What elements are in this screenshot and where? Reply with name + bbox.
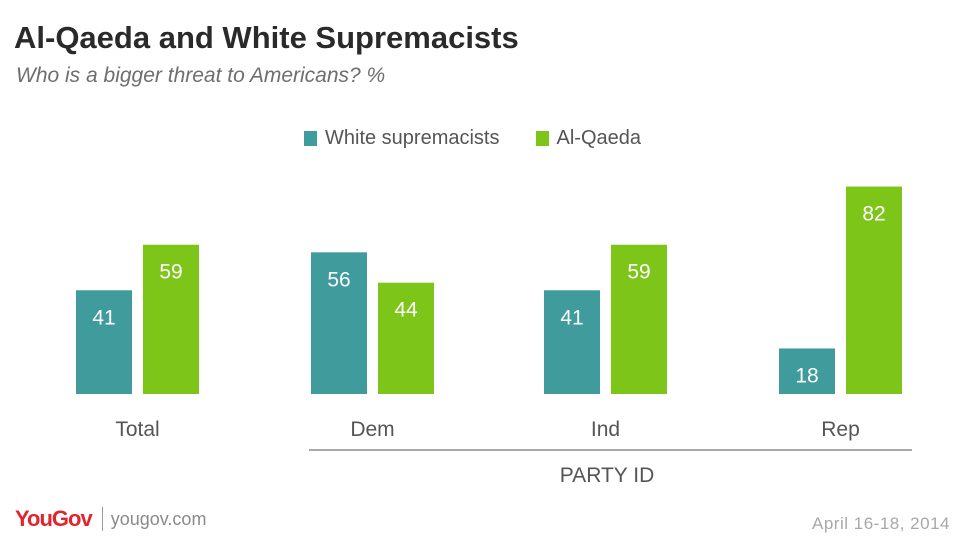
footer-divider: [101, 507, 103, 531]
bars-group: 41 59 Total 56 44 Dem 41 59 Ind 18 82 Rep: [76, 186, 902, 441]
legend-label-white-supremacists: White supremacists: [325, 126, 500, 149]
bar-white-supremacists-rep: [779, 348, 835, 394]
data-label-al-qaeda-dem: 44: [394, 299, 418, 322]
data-label-al-qaeda-rep: 82: [862, 203, 885, 226]
data-label-al-qaeda-ind: 59: [627, 261, 650, 284]
bar-al-qaeda-total: [143, 244, 199, 394]
footer-site: yougov.com: [110, 508, 207, 529]
category-label-total: Total: [115, 418, 159, 441]
data-label-white-supremacists-ind: 41: [560, 306, 583, 329]
bar-white-supremacists-ind: [544, 290, 600, 394]
chart-title: Al-Qaeda and White Supremacists: [14, 20, 519, 55]
bar-white-supremacists-dem: [311, 252, 367, 394]
bar-al-qaeda-dem: [378, 282, 434, 394]
survey-date: April 16-18, 2014: [812, 514, 950, 533]
chart-subtitle: Who is a bigger threat to Americans? %: [16, 64, 386, 87]
legend: White supremacists Al-Qaeda: [304, 126, 677, 150]
footer-brand: YouGov yougov.com: [15, 506, 206, 532]
category-label-dem: Dem: [350, 418, 394, 441]
bar-white-supremacists-total: [76, 290, 132, 394]
category-label-rep: Rep: [821, 418, 860, 441]
legend-label-al-qaeda: Al-Qaeda: [556, 126, 642, 149]
data-label-white-supremacists-rep: 18: [795, 364, 818, 387]
bar-al-qaeda-rep: [846, 186, 902, 394]
legend-swatch-white-supremacists: [304, 130, 317, 146]
data-label-white-supremacists-total: 41: [92, 306, 115, 329]
data-label-white-supremacists-dem: 56: [327, 268, 350, 291]
legend-item-al-qaeda: Al-Qaeda: [535, 126, 642, 150]
data-label-al-qaeda-total: 59: [159, 261, 182, 284]
yougov-logo: YouGov: [15, 506, 93, 531]
party-id-label: PARTY ID: [560, 464, 655, 487]
legend-item-white-supremacists: White supremacists: [304, 127, 500, 150]
category-label-ind: Ind: [591, 418, 620, 441]
legend-swatch-al-qaeda: [535, 130, 549, 146]
bar-al-qaeda-ind: [611, 244, 667, 394]
